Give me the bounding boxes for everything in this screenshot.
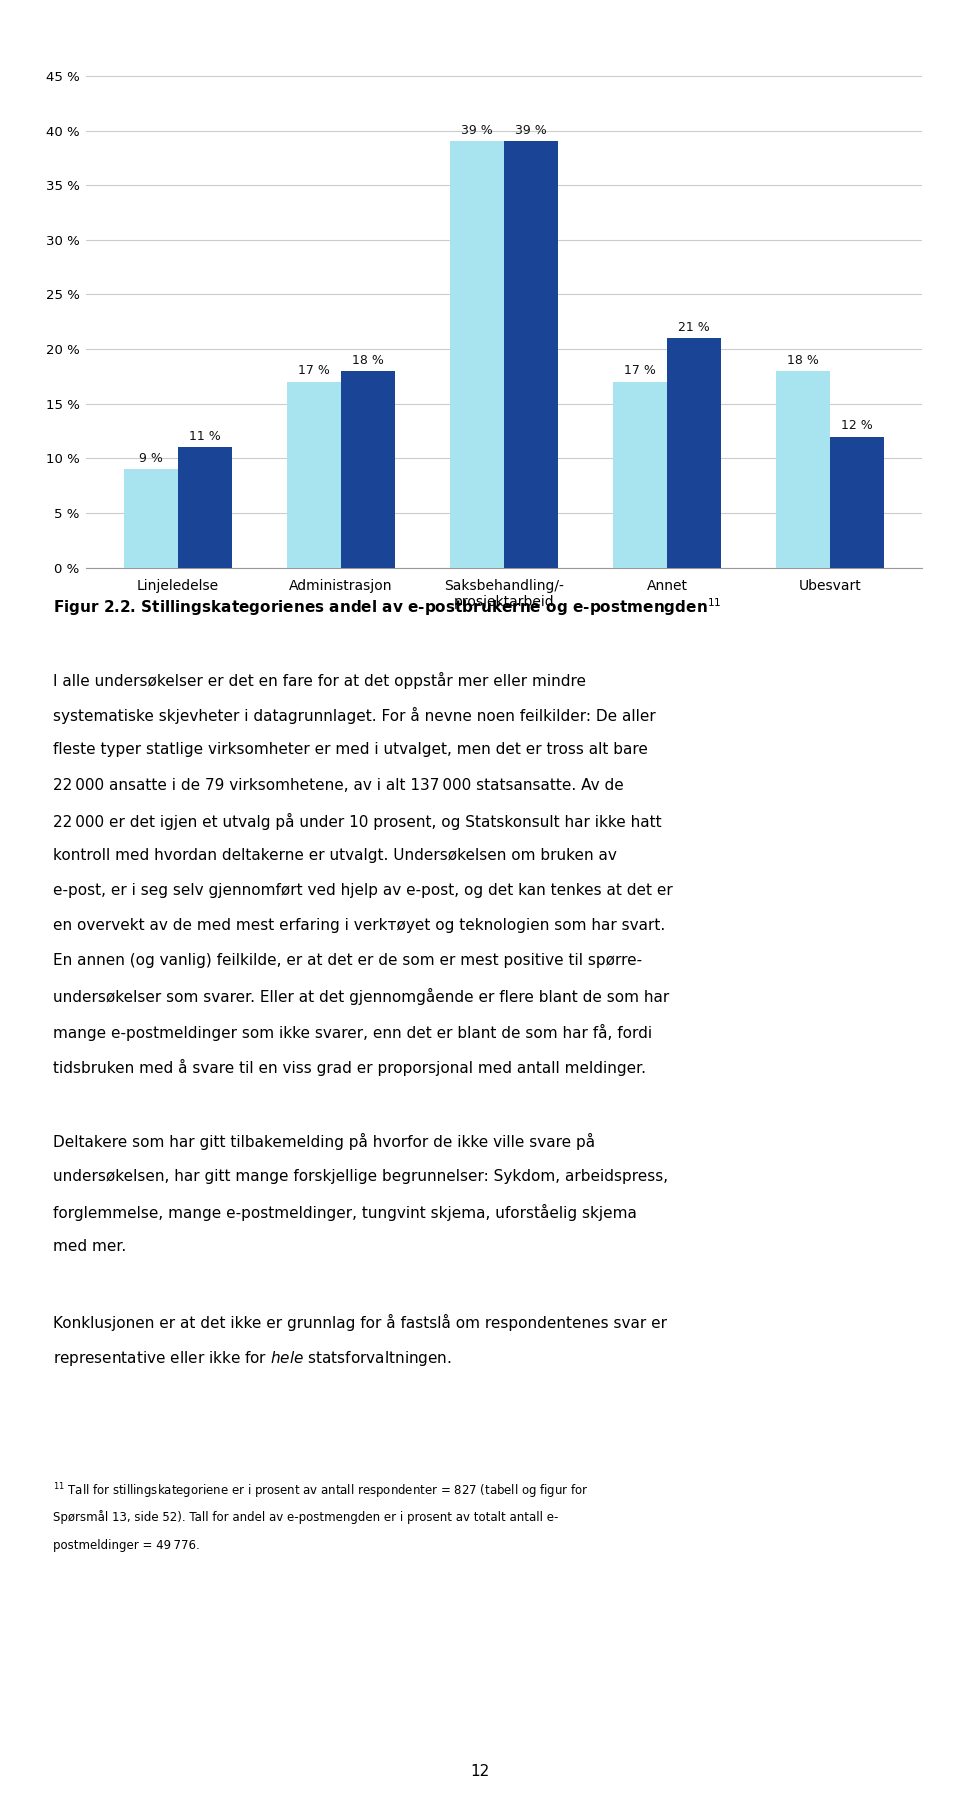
Bar <box>287 382 341 568</box>
Bar <box>179 447 232 568</box>
Text: En annen (og vanlig) feilkilde, er at det er de som er mest positive til spørre-: En annen (og vanlig) feilkilde, er at de… <box>53 953 642 968</box>
Text: kontroll med hvordan deltakerne er utvalgt. Undersøkelsen om bruken av: kontroll med hvordan deltakerne er utval… <box>53 849 616 863</box>
Text: 12 %: 12 % <box>841 420 873 432</box>
Text: representative eller ikke for $\it{hele}$ statsforvaltningen.: representative eller ikke for $\it{hele}… <box>53 1348 452 1368</box>
Bar <box>776 371 829 568</box>
Bar <box>829 436 883 568</box>
Text: $^{11}$ Tall for stillingskategoriene er i prosent av antall respondenter = 827 : $^{11}$ Tall for stillingskategoriene er… <box>53 1481 588 1501</box>
Text: 22 000 er det igjen et utvalg på under 10 prosent, og Statskonsult har ikke hatt: 22 000 er det igjen et utvalg på under 1… <box>53 813 661 829</box>
Text: 17 %: 17 % <box>624 364 656 377</box>
Text: 11 %: 11 % <box>189 431 221 443</box>
Text: undersøkelser som svarer. Eller at det gjennomgående er flere blant de som har: undersøkelser som svarer. Eller at det g… <box>53 987 669 1006</box>
Text: e-post, er i seg selv gjennomført ved hjelp av e-post, og det kan tenkes at det : e-post, er i seg selv gjennomført ved hj… <box>53 883 673 897</box>
Bar <box>450 142 504 568</box>
Bar <box>613 382 667 568</box>
Text: 18 %: 18 % <box>787 353 819 366</box>
Bar <box>667 339 721 568</box>
Text: undersøkelsen, har gitt mange forskjellige begrunnelser: Sykdom, arbeidspress,: undersøkelsen, har gitt mange forskjelli… <box>53 1169 668 1184</box>
Text: 39 %: 39 % <box>461 124 493 137</box>
Text: Deltakere som har gitt tilbakemelding på hvorfor de ikke ville svare på: Deltakere som har gitt tilbakemelding på… <box>53 1133 595 1150</box>
Bar <box>341 371 395 568</box>
Text: Spørsmål 13, side 52). Tall for andel av e-postmengden er i prosent av totalt an: Spørsmål 13, side 52). Tall for andel av… <box>53 1510 558 1524</box>
Text: systematiske skjevheter i datagrunnlaget. For å nevne noen feilkilder: De aller: systematiske skjevheter i datagrunnlaget… <box>53 706 656 724</box>
Text: Figur 2.2. Stillingskategorienes andel av e-postbrukerne og e-postmengden$^{11}$: Figur 2.2. Stillingskategorienes andel a… <box>53 596 721 618</box>
Text: tidsbruken med å svare til en viss grad er proporsjonal med antall meldinger.: tidsbruken med å svare til en viss grad … <box>53 1060 646 1076</box>
Text: en overvekt av de med mest erfaring i verkтøyet og teknologien som har svart.: en overvekt av de med mest erfaring i ve… <box>53 919 665 933</box>
Text: 22 000 ansatte i de 79 virksomhetene, av i alt 137 000 statsansatte. Av de: 22 000 ansatte i de 79 virksomhetene, av… <box>53 778 624 793</box>
Text: 9 %: 9 % <box>139 452 163 465</box>
Text: 12: 12 <box>470 1764 490 1779</box>
Bar <box>125 469 179 568</box>
Text: mange e-postmeldinger som ikke svarer, enn det er blant de som har få, fordi: mange e-postmeldinger som ikke svarer, e… <box>53 1024 652 1040</box>
Text: med mer.: med mer. <box>53 1240 126 1254</box>
Bar <box>504 142 558 568</box>
Text: 18 %: 18 % <box>352 353 384 366</box>
Text: 17 %: 17 % <box>299 364 330 377</box>
Text: postmeldinger = 49 776.: postmeldinger = 49 776. <box>53 1539 200 1552</box>
Text: fleste typer statlige virksomheter er med i utvalget, men det er tross alt bare: fleste typer statlige virksomheter er me… <box>53 742 648 757</box>
Text: forglemmelse, mange e-postmeldinger, tungvint skjema, uforståelig skjema: forglemmelse, mange e-postmeldinger, tun… <box>53 1204 636 1220</box>
Text: 21 %: 21 % <box>678 321 709 333</box>
Text: I alle undersøkelser er det en fare for at det oppstår mer eller mindre: I alle undersøkelser er det en fare for … <box>53 672 586 688</box>
Text: Konklusjonen er at det ikke er grunnlag for å fastslå om respondentenes svar er: Konklusjonen er at det ikke er grunnlag … <box>53 1314 667 1330</box>
Text: 39 %: 39 % <box>515 124 547 137</box>
